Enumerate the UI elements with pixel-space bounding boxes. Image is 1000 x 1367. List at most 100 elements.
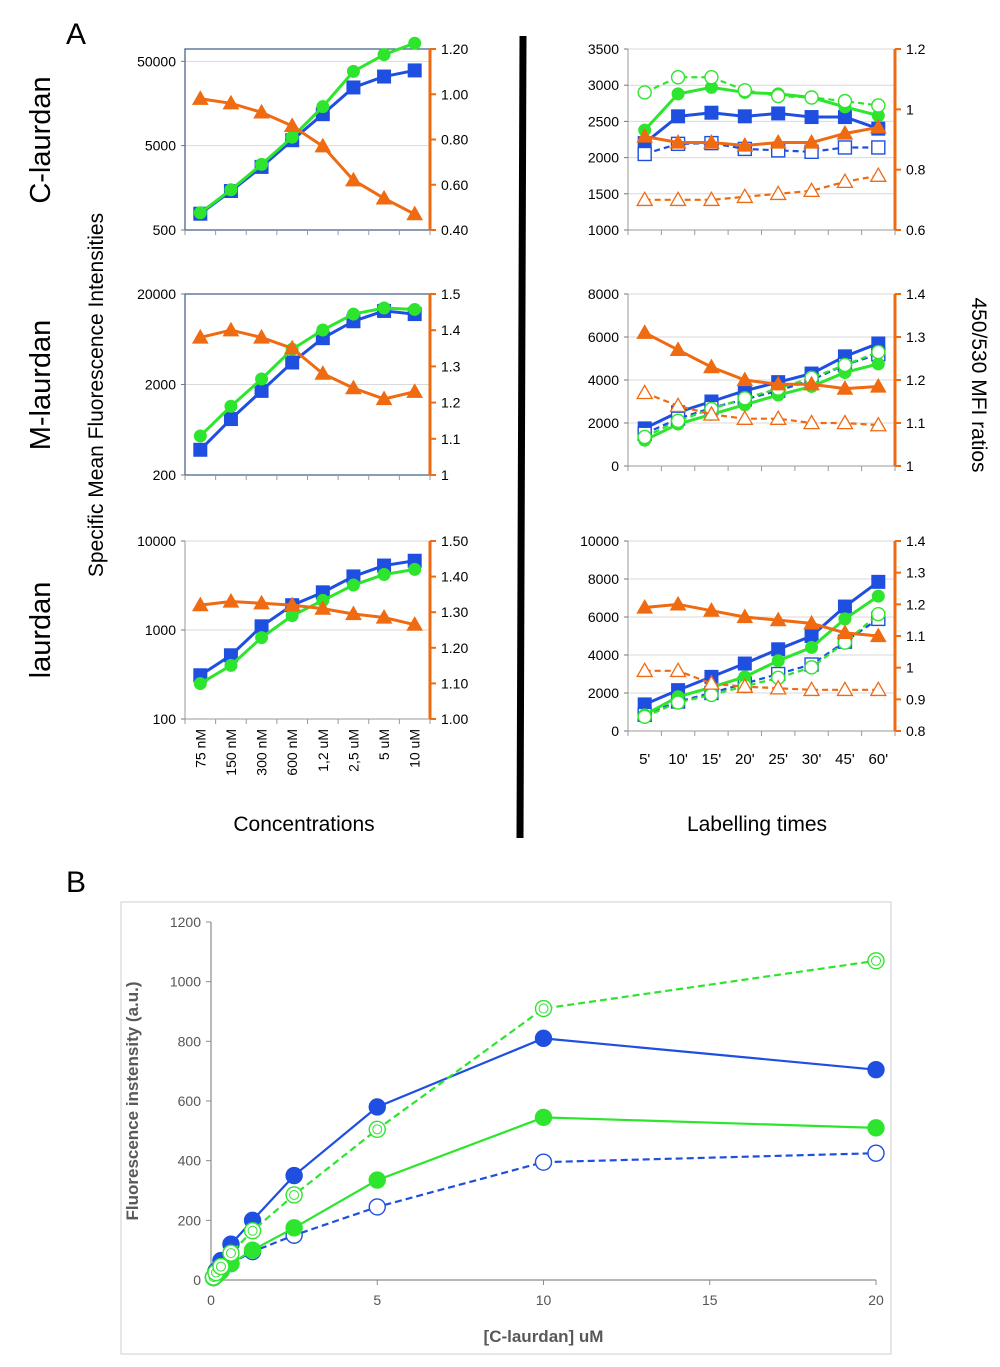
data-point-blue-20 [737, 656, 752, 671]
series-green-dashed [637, 70, 886, 113]
series-450-530-ratio [191, 321, 424, 406]
x-tick-label: 10 [536, 1292, 552, 1308]
data-point-blue-filled-5 [285, 1166, 303, 1185]
data-point-green-mfi-75-nm [193, 429, 207, 443]
left-tick-label: 6000 [588, 329, 619, 345]
data-point-green-mfi-150-nm [224, 658, 238, 672]
chart-c-laurdan-time: 1000 1500 2000 2500 3000 3500 0.6 0.8 1 1.2 [588, 41, 926, 238]
left-tick-label: 8000 [588, 286, 619, 302]
data-point-450-530-ratio-75-nm [191, 90, 209, 105]
data-point-blue-mfi-75-nm [193, 442, 208, 457]
right-tick-label: 1.4 [441, 322, 461, 338]
data-point-green-filled-6 [368, 1171, 386, 1189]
right-tick-label: 1.4 [906, 533, 926, 549]
x-category-label-20: 20' [735, 751, 755, 768]
panel-divider [516, 35, 527, 839]
left-tick-label: 8000 [588, 571, 619, 587]
x-category-label-300-nm: 300 nM [254, 729, 270, 776]
right-tick-label: 0.60 [441, 177, 468, 193]
data-point-inner-green-open-2 [215, 1261, 226, 1272]
right-tick-label: 1 [906, 660, 914, 676]
data-point-green-mfi-2-5-um [346, 307, 360, 321]
data-point-orange-dashed-30 [802, 681, 821, 697]
data-point-inner-green-open-6 [372, 1124, 383, 1135]
data-point-green-filled-4 [243, 1241, 262, 1259]
right-tick-label: 1.1 [906, 628, 926, 644]
data-point-orange-60 [869, 627, 887, 643]
series-line-blue-open [212, 1152, 877, 1279]
data-point-orange-15 [703, 602, 720, 617]
data-point-blue-open-8 [867, 1144, 885, 1162]
data-point-450-530-ratio-5-um [375, 189, 393, 205]
data-point-green-dashed-5 [637, 429, 652, 445]
left-tick-label: 10000 [580, 533, 619, 549]
x-category-label-10: 10' [668, 751, 688, 768]
data-point-blue-10 [671, 109, 686, 124]
data-point-green-60 [871, 357, 885, 371]
right-tick-label: 1.2 [441, 395, 461, 411]
data-point-blue-45 [837, 599, 852, 614]
data-point-orange-45 [836, 624, 854, 639]
data-point-orange-25 [769, 375, 787, 391]
data-point-orange-30 [803, 614, 820, 630]
series-orange [636, 324, 887, 395]
row-label-laurdan: laurdan [25, 582, 57, 679]
data-point-450-530-ratio-5-um [375, 390, 393, 406]
data-point-orange-15 [703, 134, 720, 149]
data-point-orange-dashed-25 [769, 679, 787, 695]
right-tick-label: 0.40 [441, 222, 468, 238]
data-point-orange-60 [869, 377, 887, 393]
right-tick-label: 1.1 [441, 431, 461, 447]
x-category-label-5-um: 5 uM [376, 729, 392, 760]
data-point-green-mfi-600-nm [285, 609, 299, 623]
data-point-green-mfi-10-um [408, 562, 422, 576]
left-tick-label: 2000 [588, 150, 619, 166]
x-category-label-30: 30' [802, 751, 822, 768]
panel-b-label: B [66, 866, 86, 899]
data-point-green-open-2 [212, 1257, 230, 1276]
panel-b-frame [120, 901, 892, 1355]
left-tick-label: 3500 [588, 41, 619, 57]
x-category-label-25: 25' [768, 751, 788, 768]
data-point-blue-25 [771, 106, 786, 121]
data-point-green-mfi-300-nm [255, 631, 269, 645]
data-point-orange-15 [703, 358, 720, 374]
data-point-orange-dashed-45 [836, 681, 854, 697]
data-point-green-mfi-600-nm [285, 130, 299, 144]
data-point-450-530-ratio-10-um [406, 205, 424, 221]
data-point-green-dashed-15 [704, 687, 719, 703]
data-point-blue-open-6 [368, 1198, 386, 1216]
left-tick-label: 500 [153, 222, 177, 238]
series-line-450-530-ratio [200, 600, 416, 627]
data-point-orange-dashed-5 [636, 191, 654, 207]
chart-m-laurdan-concentration: 200 2000 20000 1 1.1 1.2 1.3 1.4 1.5 [137, 286, 461, 483]
chart-m-laurdan-time: 0 2000 4000 6000 8000 1 1.1 1.2 1.3 1.4 [588, 286, 926, 474]
data-point-450-530-ratio-75-nm [191, 596, 209, 612]
data-point-blue-20 [737, 109, 752, 124]
data-point-blue-filled-6 [368, 1098, 386, 1116]
y-tick-label: 800 [178, 1033, 202, 1049]
data-point-orange-20 [736, 137, 754, 152]
x-tick-label: 20 [868, 1292, 884, 1308]
data-point-blue-open-7 [534, 1153, 553, 1171]
data-point-green-dashed-10 [670, 695, 686, 710]
left-tick-label: 4000 [588, 372, 619, 388]
data-point-orange-dashed-15 [702, 674, 721, 690]
right-tick-label: 1 [906, 458, 914, 474]
data-point-450-530-ratio-600-nm [283, 339, 301, 355]
series-green [638, 80, 885, 137]
data-point-green-mfi-300-nm [255, 372, 269, 386]
data-point-blue-mfi-300-nm [254, 619, 269, 634]
left-tick-label: 1000 [588, 222, 619, 238]
data-point-green-mfi-5-um [377, 48, 391, 62]
data-point-orange-10 [669, 341, 687, 357]
data-point-orange-dashed-25 [769, 409, 787, 425]
data-point-green-25 [771, 654, 785, 668]
data-point-orange-10 [669, 134, 687, 149]
data-point-orange-5 [636, 127, 654, 143]
data-point-inner-green-open-3 [225, 1248, 236, 1259]
x-category-label-5: 5' [639, 751, 650, 768]
data-point-green-dashed-5 [637, 85, 652, 100]
left-tick-label: 1500 [588, 186, 619, 202]
data-point-green-open-3 [222, 1244, 240, 1262]
